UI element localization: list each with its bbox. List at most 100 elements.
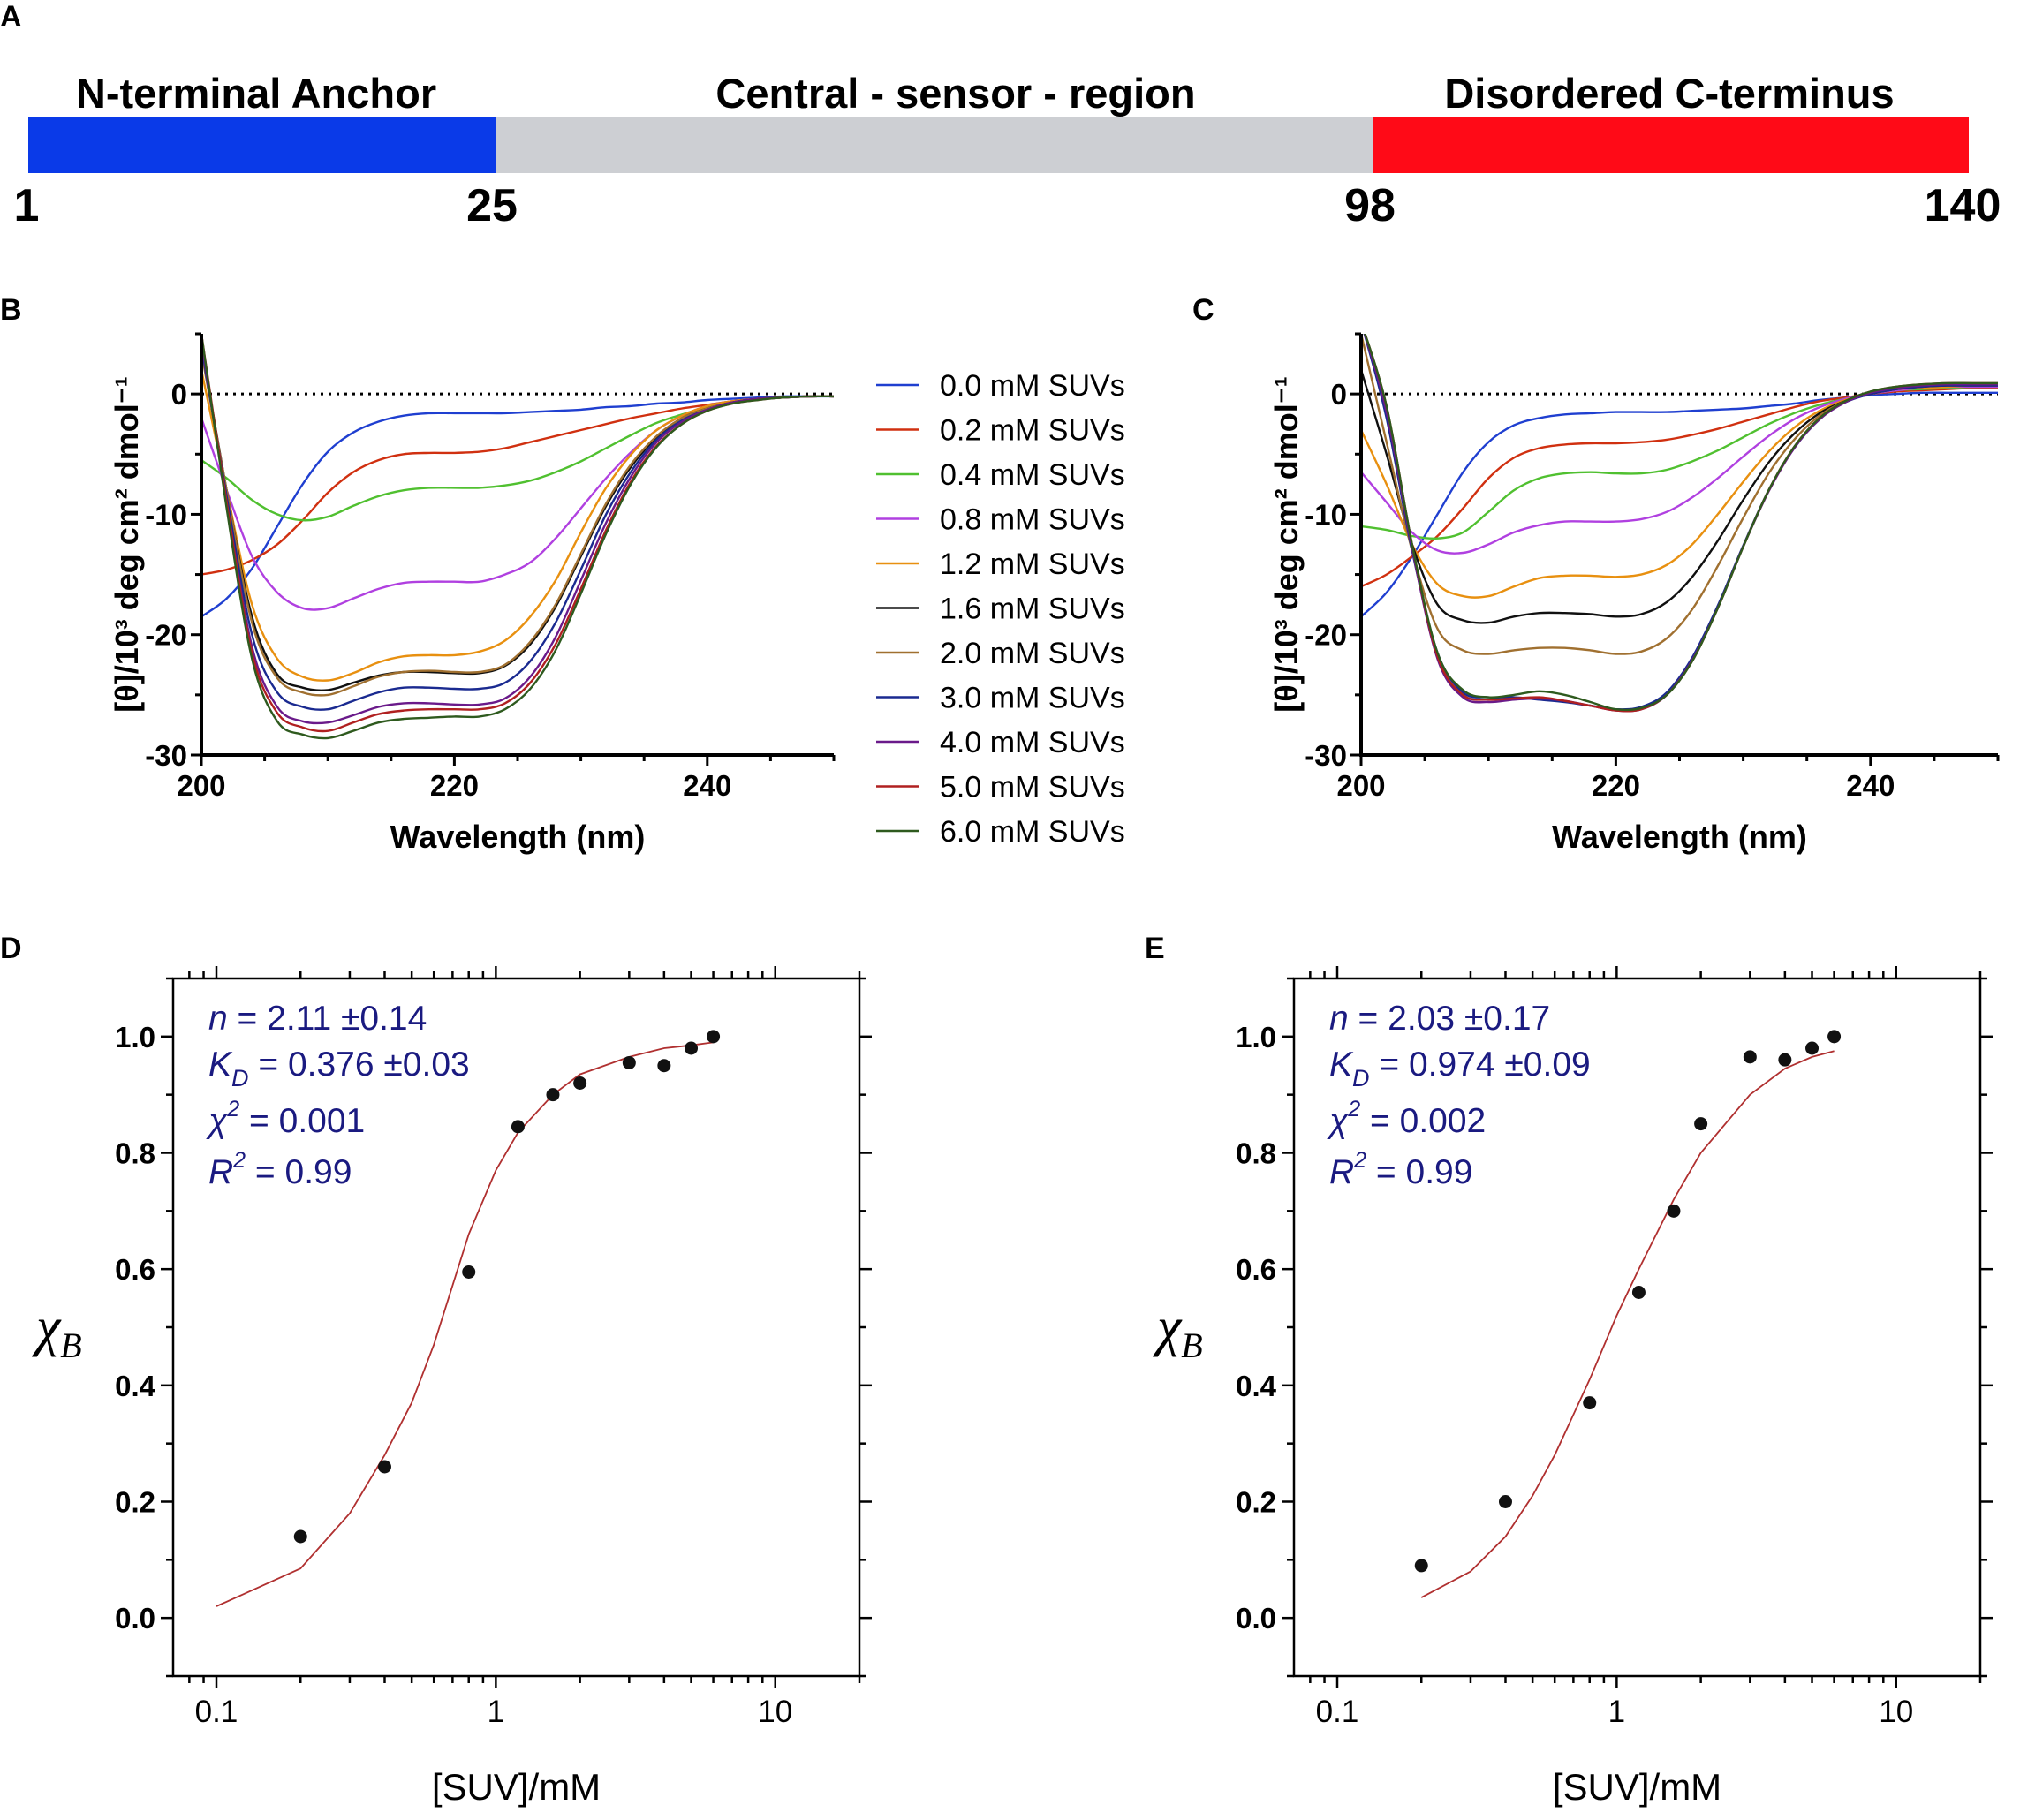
series-lines [201, 334, 834, 740]
data-point [546, 1088, 560, 1102]
series-line-5 [1361, 369, 1998, 624]
x-tick-label: 200 [1336, 769, 1385, 802]
y-tick-label: 0.2 [1236, 1486, 1276, 1519]
x-tick-label: 220 [430, 769, 479, 802]
data-point [622, 1055, 636, 1069]
data-point [1667, 1204, 1681, 1218]
residue-number-140: 140 [1925, 180, 2001, 231]
y-axis-label: [θ]/10³ deg cm² dmol⁻¹ [1268, 376, 1305, 712]
x-tick-label: 240 [683, 769, 731, 802]
x-tick-label: 200 [177, 769, 225, 802]
series-line-8 [201, 339, 834, 725]
y-tick-label: 0.6 [115, 1253, 155, 1286]
cd-spectra-chart-b: 200 220 240 0 -10 -20 -30 Wavelength (nm) [θ]/10… [109, 332, 836, 855]
data-point [1778, 1053, 1792, 1067]
stat-r2: R2 = 0.99 [208, 1148, 352, 1191]
x-tick-label: 10 [758, 1695, 792, 1729]
y-axis-label: [θ]/10³ deg cm² dmol⁻¹ [109, 376, 145, 712]
data-point [1805, 1041, 1820, 1055]
series-line-0 [1361, 391, 1998, 618]
x-tick-label: 1 [1608, 1695, 1625, 1729]
panel-letter-d: D [0, 932, 22, 965]
legend-entry-5: 1.6 mM SUVs [940, 593, 1125, 626]
legend-entry-8: 4.0 mM SUVs [940, 726, 1125, 759]
legend-entry-1: 0.2 mM SUVs [940, 414, 1125, 448]
x-tick-label: 10 [1879, 1695, 1913, 1729]
legend-entry-9: 5.0 mM SUVs [940, 771, 1125, 804]
series-line-10 [201, 334, 834, 740]
series-line-3 [201, 395, 834, 611]
domain-label-c-terminus: Disordered C-terminus [1444, 70, 1894, 117]
data-point [1498, 1495, 1512, 1508]
x-tick-label: 0.1 [195, 1695, 238, 1729]
x-tick-label: 240 [1846, 769, 1895, 802]
residue-number-1: 1 [14, 180, 40, 231]
stat-kd: KD = 0.376 ±0.03 [208, 1046, 470, 1091]
residue-number-25: 25 [466, 180, 518, 231]
y-tick-label: -20 [1305, 619, 1347, 652]
y-tick-label: 1.0 [1236, 1021, 1276, 1053]
data-point [462, 1265, 476, 1279]
data-point [707, 1030, 721, 1044]
y-tick-label: 0 [171, 378, 187, 411]
y-tick-label: 0.6 [1236, 1253, 1276, 1286]
y-tick-label: 1.0 [115, 1021, 155, 1053]
x-tick-label: 0.1 [1316, 1695, 1359, 1729]
y-tick-label: 0.4 [1236, 1370, 1277, 1402]
series-line-1 [201, 395, 834, 576]
series-line-6 [1361, 334, 1998, 655]
series-line-2 [201, 395, 834, 522]
panel-letter-b: B [0, 293, 22, 327]
data-point [1694, 1117, 1708, 1131]
x-tick-label: 1 [488, 1695, 504, 1729]
data-point [1414, 1559, 1428, 1573]
x-axis-label: [SUV]/mM [1553, 1766, 1721, 1808]
legend-entry-4: 1.2 mM SUVs [940, 548, 1125, 581]
data-point [377, 1460, 391, 1474]
data-point [657, 1059, 671, 1073]
data-point [685, 1041, 699, 1055]
y-tick-label: -20 [145, 619, 187, 652]
stat-n: n = 2.11 ±0.14 [208, 1000, 427, 1038]
fit-curve [1420, 1050, 1835, 1598]
y-tick-label: 0.0 [1236, 1602, 1276, 1635]
stat-r2: R2 = 0.99 [1329, 1148, 1472, 1191]
binding-isotherm-chart-e: 0.0 0.2 0.4 0.6 0.8 1.0 0.1 1 10 [SUV]/mM χB n = 2.… [1153, 966, 1993, 1808]
y-tick-label: 0.4 [115, 1370, 156, 1402]
y-tick-label: 0.8 [1236, 1137, 1276, 1170]
series-line-4 [201, 369, 834, 682]
central-sensor-region-segment [496, 117, 1373, 173]
residue-number-98: 98 [1344, 180, 1396, 231]
domain-label-n-terminal: N-terminal Anchor [76, 70, 436, 117]
stat-kd: KD = 0.974 ±0.09 [1329, 1046, 1591, 1091]
x-axis-label: [SUV]/mM [432, 1766, 601, 1808]
x-axis-label: Wavelength (nm) [390, 819, 646, 855]
series-line-4 [1361, 384, 1998, 599]
legend-entry-7: 3.0 mM SUVs [940, 682, 1125, 715]
legend-entry-3: 0.8 mM SUVs [940, 503, 1125, 537]
data-point [573, 1076, 587, 1090]
y-axis-label: χB [32, 1297, 82, 1365]
binding-isotherm-chart-d: 0.0 0.2 0.4 0.6 0.8 1.0 0.1 1 10 [SUV]/mM χB n = 2.… [32, 966, 872, 1808]
series-line-0 [201, 395, 834, 618]
y-tick-label: 0 [1331, 378, 1347, 411]
series-line-10 [1364, 334, 1998, 712]
x-tick-label: 220 [1592, 769, 1640, 802]
y-tick-label: 0.8 [115, 1137, 155, 1170]
data-point [1583, 1396, 1597, 1410]
data-point [293, 1529, 307, 1544]
y-axis-label: χB [1153, 1297, 1203, 1365]
data-point [1827, 1030, 1842, 1044]
fit-curve [216, 1041, 714, 1607]
panel-letter-c: C [1192, 293, 1214, 327]
series-lines [1361, 334, 1998, 713]
data-point [1631, 1286, 1646, 1299]
legend-entry-6: 2.0 mM SUVs [940, 637, 1125, 670]
chart-legend: 0.0 mM SUVs 0.2 mM SUVs 0.4 mM SUVs 0.8 mM … [876, 369, 1125, 849]
data-point [1743, 1050, 1757, 1064]
stat-n: n = 2.03 ±0.17 [1329, 1000, 1550, 1038]
legend-entry-10: 6.0 mM SUVs [940, 815, 1125, 849]
y-tick-label: -10 [1305, 498, 1347, 531]
stat-chi2: χ2 = 0.001 [206, 1097, 365, 1140]
